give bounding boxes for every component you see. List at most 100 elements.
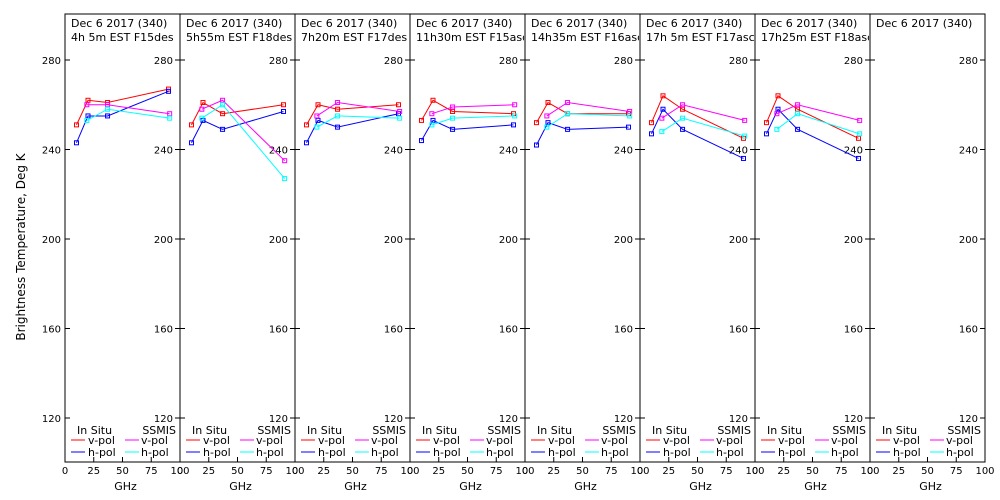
point-insitu_v [200,100,206,106]
point-ssmis_v [397,108,403,114]
series-line-ssmis_h [661,117,745,137]
y-tick-label: 240 [269,146,288,157]
x-tick-label: 50 [691,466,704,477]
x-tick-label: 75 [145,466,158,477]
x-tick-label: 25 [87,466,100,477]
legend-ssmis-hpol: h-pol [371,446,399,459]
panel-date: Dec 6 2017 (340) [71,17,167,30]
point-ssmis_h [105,106,111,112]
panel-subtitle: 7h20m EST F17des [301,31,407,44]
point-insitu_v [545,100,551,106]
y-tick-label: 200 [959,235,978,246]
x-tick-label: 50 [921,466,934,477]
panel-4: Dec 6 2017 (340)11h30m EST F15asc 120 160 2… [407,13,535,493]
point-ssmis_v [544,113,550,119]
panel-subtitle: 14h35m EST F16asc [531,31,643,44]
point-ssmis_h [282,176,288,182]
series-line-ssmis_v [661,104,745,121]
point-insitu_h [764,131,769,137]
point-ssmis_h [429,122,435,128]
point-insitu_v [534,120,539,126]
x-tick-label: 100 [630,466,649,477]
point-ssmis_v [282,158,288,164]
panel-7: Dec 6 2017 (340)17h25m EST F18asc 120 160 2… [752,13,880,493]
legend-insitu-hpol: h-pol [663,446,691,459]
legend-insitu-header: In Situ [767,424,802,437]
point-insitu_v [315,102,321,108]
y-tick-label: 200 [154,235,173,246]
x-axis-label: GHz [804,480,827,493]
y-axis-tick-label: 160 [42,325,61,336]
point-insitu_v [281,102,286,108]
legend-insitu-header: In Situ [77,424,112,437]
point-insitu_v [74,122,79,128]
legend-insitu-hpol: h-pol [88,446,116,459]
point-ssmis_h [167,115,173,121]
panel-subtitle: 17h25m EST F18asc [761,31,873,44]
x-tick-label: 100 [745,466,764,477]
series-line-ssmis_h [431,115,515,126]
point-ssmis_h [680,115,686,121]
point-ssmis_v [450,104,456,110]
legend-ssmis-header: SSMIS [257,424,291,437]
y-tick-label: 120 [269,414,288,425]
legend-ssmis-hpol: h-pol [601,446,629,459]
y-tick-label: 200 [384,235,403,246]
legend-insitu-hpol: h-pol [778,446,806,459]
legend-ssmis-hpol: h-pol [716,446,744,459]
x-axis-label: GHz [229,480,252,493]
x-tick-label: 25 [662,466,675,477]
y-tick-label: 240 [499,146,518,157]
x-tick-label: 0 [407,466,413,477]
legend-ssmis-vpol: v-pol [716,434,743,447]
panel-subtitle: 11h30m EST F15asc [416,31,528,44]
point-insitu_h [450,126,456,132]
legend-ssmis-vpol: v-pol [601,434,628,447]
point-insitu_h [680,126,686,132]
y-tick-label: 240 [729,146,748,157]
panel-subtitle: 5h55m EST F18des [186,31,292,44]
legend-insitu-vpol: v-pol [893,434,920,447]
legend-insitu-vpol: v-pol [203,434,230,447]
legend-ssmis-header: SSMIS [832,424,866,437]
point-ssmis_v [512,102,518,108]
legend-insitu-vpol: v-pol [88,434,115,447]
x-tick-label: 50 [231,466,244,477]
panel-subtitle: 4h 5m EST F15des [71,31,174,44]
y-tick-label: 120 [384,414,403,425]
x-tick-label: 75 [950,466,963,477]
point-insitu_h [281,108,286,114]
y-tick-label: 120 [729,414,748,425]
point-insitu_h [511,122,516,128]
point-ssmis_h [659,129,665,135]
y-tick-label: 240 [959,146,978,157]
x-tick-label: 0 [867,466,873,477]
legend-ssmis-vpol: v-pol [946,434,973,447]
series-line-ssmis_v [776,104,860,121]
point-ssmis_h [544,124,550,130]
legend-ssmis-vpol: v-pol [141,434,168,447]
y-tick-label: 200 [844,235,863,246]
point-insitu_v [335,106,341,112]
point-insitu_v [660,93,666,99]
y-tick-label: 240 [614,146,633,157]
x-axis-label: GHz [689,480,712,493]
legend-ssmis-header: SSMIS [602,424,636,437]
point-insitu_h [534,142,539,148]
point-ssmis_h [627,113,633,119]
y-tick-label: 160 [499,325,518,336]
point-insitu_h [626,124,631,130]
x-tick-label: 0 [637,466,643,477]
series-line-insitu_h [76,90,169,143]
y-tick-label: 240 [384,146,403,157]
x-tick-label: 75 [720,466,733,477]
point-ssmis_h [512,113,518,119]
x-tick-label: 0 [62,466,68,477]
x-tick-label: 75 [490,466,503,477]
point-ssmis_v [565,100,571,106]
x-tick-label: 25 [777,466,790,477]
point-ssmis_v [680,102,686,108]
